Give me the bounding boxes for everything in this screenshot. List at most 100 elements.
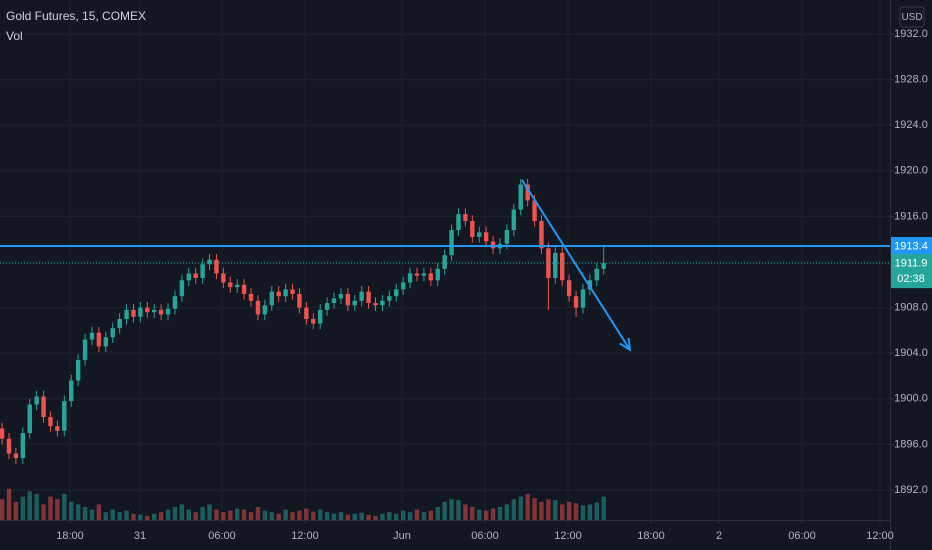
candle-body xyxy=(511,209,517,231)
candle-body xyxy=(387,296,392,301)
candle-body xyxy=(580,289,586,308)
volume-bar xyxy=(546,499,551,520)
volume-bar xyxy=(324,512,330,520)
candle-body xyxy=(69,380,74,402)
volume-bar xyxy=(221,512,226,520)
volume-bar xyxy=(311,511,316,520)
candle-body xyxy=(470,220,475,237)
candle-body xyxy=(89,332,95,340)
candle-body xyxy=(186,273,191,281)
currency-label[interactable]: USD xyxy=(901,12,922,23)
candle-body xyxy=(138,307,143,317)
volume-bar xyxy=(560,504,565,520)
volume-bar xyxy=(283,509,288,520)
volume-bar xyxy=(297,510,302,520)
candle-body xyxy=(400,282,406,290)
volume-bar xyxy=(34,494,39,520)
x-tick-label: 18:00 xyxy=(637,530,665,542)
candle-body xyxy=(442,255,447,269)
candle-body xyxy=(477,232,482,237)
candle-body xyxy=(172,296,178,309)
candle-body xyxy=(276,291,281,297)
x-tick-label: 2 xyxy=(716,530,722,542)
candle-body xyxy=(463,214,468,221)
candle-body xyxy=(234,284,240,288)
volume-bar xyxy=(165,509,171,520)
y-tick-label: 1916.0 xyxy=(894,210,928,222)
candle-body xyxy=(331,298,337,304)
candle-body xyxy=(421,273,427,276)
y-tick-label: 1928.0 xyxy=(894,73,928,85)
volume-bar xyxy=(532,498,537,520)
volume-bar xyxy=(131,513,136,520)
candle-body xyxy=(82,339,88,361)
volume-bar xyxy=(290,512,295,520)
last-price-label: 1911.9 xyxy=(895,258,928,270)
volume-bar xyxy=(317,509,323,520)
volume-bar xyxy=(331,513,337,520)
candle-body xyxy=(0,428,5,439)
volume-bar xyxy=(338,512,344,520)
x-tick-label: 18:00 xyxy=(56,530,84,542)
trend-line xyxy=(521,179,631,351)
candle-body xyxy=(304,307,309,320)
candle-body xyxy=(110,328,115,338)
candle-body xyxy=(269,291,274,306)
y-tick-label: 1904.0 xyxy=(894,347,928,359)
candle-body xyxy=(311,319,316,324)
x-tick-label: 12:00 xyxy=(291,530,319,542)
volume-bar xyxy=(345,514,351,520)
candle-body xyxy=(255,300,261,315)
volume-bar xyxy=(89,509,95,520)
volume-bar xyxy=(179,504,185,520)
candle-body xyxy=(539,220,544,249)
candle-body xyxy=(414,273,420,276)
volume-bar xyxy=(304,508,309,520)
volume-bar xyxy=(421,512,427,520)
volume-bar xyxy=(352,513,357,520)
candle-body xyxy=(124,309,129,320)
volume-bar xyxy=(553,500,558,520)
candle-body xyxy=(221,273,226,283)
volume-bar xyxy=(117,512,122,520)
candle-body xyxy=(41,396,46,418)
volume-bar xyxy=(435,507,440,520)
volume-bar xyxy=(483,510,489,520)
volume-bar xyxy=(566,501,572,520)
candle-body xyxy=(297,293,302,308)
candle-body xyxy=(262,305,268,315)
candle-body xyxy=(317,309,323,324)
candle-body xyxy=(55,426,60,431)
y-tick-label: 1900.0 xyxy=(894,393,928,405)
trend-arrow-head xyxy=(619,337,632,352)
candle-body xyxy=(352,300,357,306)
candle-body xyxy=(214,259,219,274)
y-tick-label: 1932.0 xyxy=(894,28,928,40)
overlay-layer xyxy=(0,179,890,352)
candle-body xyxy=(456,214,461,231)
candle-body xyxy=(228,282,233,288)
candle-body xyxy=(131,309,136,317)
candle-body xyxy=(483,232,489,242)
volume-bar xyxy=(470,507,475,520)
candle-body xyxy=(13,453,19,459)
x-tick-label: 06:00 xyxy=(208,530,236,542)
candle-body xyxy=(428,273,434,281)
last-price-box xyxy=(891,254,932,289)
currency-button[interactable] xyxy=(899,6,925,28)
candle-body xyxy=(179,280,185,297)
countdown-label: 02:38 xyxy=(897,273,925,285)
volume-bar xyxy=(0,499,5,520)
volume-bar xyxy=(525,494,530,520)
volume-bar xyxy=(200,507,205,520)
volume-bar xyxy=(539,501,544,520)
volume-bar xyxy=(207,504,212,520)
volume-bar xyxy=(20,496,26,520)
y-tick-label: 1892.0 xyxy=(894,484,928,496)
candle-body xyxy=(158,309,164,315)
candle-body xyxy=(525,184,530,201)
volume-bar xyxy=(96,504,102,520)
volume-bar xyxy=(449,499,454,520)
candle-body xyxy=(560,252,565,281)
